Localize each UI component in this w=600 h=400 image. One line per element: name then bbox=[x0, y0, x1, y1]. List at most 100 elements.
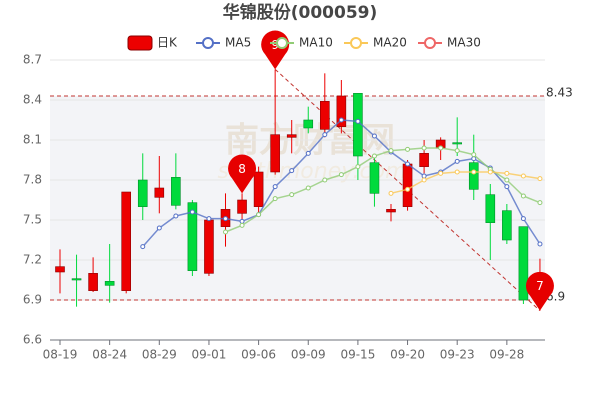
legend-label: MA20 bbox=[373, 36, 407, 50]
ma-point bbox=[272, 184, 278, 190]
ma-point bbox=[289, 168, 295, 174]
x-tick-label: 08-19 bbox=[43, 348, 78, 362]
mark-pin-label: 8 bbox=[238, 162, 246, 176]
ma-point bbox=[239, 218, 245, 224]
ma-point bbox=[504, 170, 510, 176]
x-tick-label: 09-06 bbox=[241, 348, 276, 362]
ma-point bbox=[504, 184, 510, 190]
ma-point bbox=[471, 152, 477, 158]
x-tick-label: 09-15 bbox=[340, 348, 375, 362]
mark-area bbox=[50, 96, 545, 300]
candle-body bbox=[253, 171, 264, 207]
ma-point bbox=[537, 200, 543, 206]
ma-point bbox=[487, 169, 493, 175]
ma-point bbox=[256, 212, 262, 218]
ma-point bbox=[388, 148, 394, 154]
ma-point bbox=[454, 158, 460, 164]
ma-point bbox=[471, 156, 477, 162]
ma-point bbox=[371, 133, 377, 139]
legend-swatch bbox=[276, 37, 288, 49]
y-tick-label: 7.8 bbox=[23, 173, 42, 187]
candle-body bbox=[468, 162, 479, 190]
legend-label: 日K bbox=[157, 36, 178, 50]
ma-point bbox=[322, 177, 328, 183]
candle-body bbox=[171, 177, 181, 206]
ma-point bbox=[421, 145, 427, 151]
ma-point bbox=[454, 169, 460, 175]
legend-label: MA10 bbox=[299, 36, 333, 50]
ma-point bbox=[289, 192, 295, 198]
candle-body bbox=[137, 179, 148, 207]
ma-line bbox=[390, 171, 541, 195]
y-tick-label: 6.6 bbox=[23, 333, 42, 347]
candle-body bbox=[286, 134, 297, 138]
candle-body bbox=[55, 266, 65, 273]
candle-body bbox=[303, 119, 314, 129]
candle-body bbox=[71, 278, 82, 281]
ma-point bbox=[272, 196, 278, 202]
y-tick-label: 7.2 bbox=[23, 253, 42, 267]
ma-point bbox=[371, 153, 377, 159]
ma-point bbox=[173, 213, 179, 219]
candle-body bbox=[369, 162, 380, 194]
mark-pin-label: 7 bbox=[536, 279, 544, 293]
mark-line-label: 8.43 bbox=[546, 86, 573, 100]
trend-line bbox=[274, 68, 541, 312]
ma-point bbox=[471, 169, 477, 175]
ma-line bbox=[225, 147, 541, 233]
candle-body bbox=[270, 134, 280, 173]
ma-point bbox=[421, 173, 427, 179]
ma-point bbox=[305, 185, 311, 191]
ma-point bbox=[355, 118, 361, 124]
x-tick-label: 09-23 bbox=[440, 348, 475, 362]
legend-swatch bbox=[424, 37, 436, 49]
ma-point bbox=[338, 172, 344, 178]
chart-title: 华锦股份(000059) bbox=[223, 2, 378, 23]
ma-point bbox=[537, 241, 543, 247]
candle-body bbox=[319, 101, 330, 130]
ma-point bbox=[338, 117, 344, 123]
mark-pin bbox=[228, 154, 257, 194]
ma-point bbox=[438, 170, 444, 176]
y-tick-label: 8.7 bbox=[23, 53, 42, 67]
ma-point bbox=[405, 186, 411, 192]
ma-point bbox=[405, 161, 411, 167]
y-tick-label: 8.1 bbox=[23, 133, 42, 147]
y-tick-label: 6.9 bbox=[23, 293, 42, 307]
x-tick-label: 08-24 bbox=[92, 348, 127, 362]
candle-body bbox=[204, 219, 214, 274]
x-tick-label: 09-01 bbox=[192, 348, 227, 362]
ma-point bbox=[355, 164, 361, 170]
candle-body bbox=[419, 153, 429, 167]
candle-body bbox=[518, 226, 529, 301]
candle-body bbox=[121, 191, 131, 291]
ma-point bbox=[454, 148, 460, 154]
ma-point bbox=[305, 150, 311, 156]
candle-body bbox=[502, 210, 512, 241]
x-tick-label: 09-20 bbox=[390, 348, 425, 362]
x-tick-label: 08-29 bbox=[142, 348, 177, 362]
candle-body bbox=[402, 163, 413, 207]
ma-point bbox=[206, 216, 212, 222]
candle-body bbox=[485, 194, 496, 223]
mark-pin bbox=[525, 271, 554, 311]
legend-swatch bbox=[127, 35, 153, 51]
x-tick-label: 09-09 bbox=[291, 348, 326, 362]
ma-point bbox=[189, 209, 195, 215]
y-tick-label: 7.5 bbox=[23, 213, 42, 227]
ma-point bbox=[388, 190, 394, 196]
y-tick-label: 8.4 bbox=[23, 93, 42, 107]
candle-body bbox=[237, 199, 247, 214]
candle-body bbox=[386, 209, 396, 213]
ma-point bbox=[223, 229, 228, 235]
ma-point bbox=[438, 145, 444, 151]
ma-point bbox=[322, 132, 328, 138]
candle-body bbox=[154, 187, 165, 198]
x-tick-label: 09-28 bbox=[489, 348, 524, 362]
ma-point bbox=[520, 173, 526, 179]
legend-label: MA5 bbox=[225, 36, 251, 50]
ma-point bbox=[520, 216, 526, 222]
ma-point bbox=[405, 146, 411, 152]
ma-point bbox=[537, 176, 543, 182]
